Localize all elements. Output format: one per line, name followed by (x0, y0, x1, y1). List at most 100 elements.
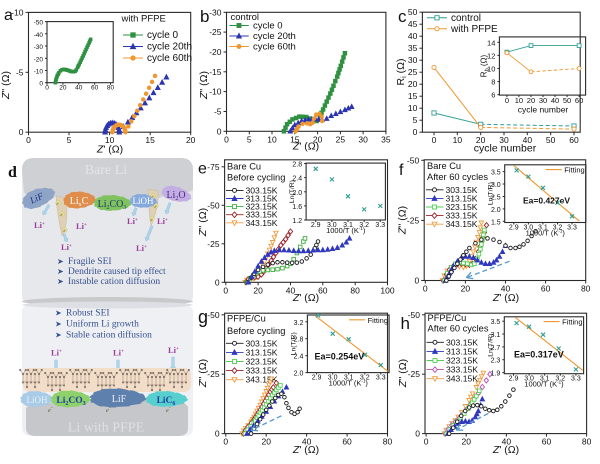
svg-text:Z' (Ω): Z' (Ω) (292, 141, 319, 153)
svg-text:313.15K: 313.15K (246, 347, 278, 357)
svg-text:e: e (152, 195, 155, 200)
svg-text:After 60 cycles: After 60 cycles (427, 172, 488, 182)
svg-text:20: 20 (476, 135, 486, 145)
svg-text:3.2: 3.2 (553, 225, 563, 232)
svg-text:30: 30 (358, 134, 368, 144)
svg-text:333.15K: 333.15K (246, 366, 278, 376)
svg-text:Li+: Li+ (61, 242, 72, 252)
svg-text:-30: -30 (209, 7, 222, 17)
svg-text:Ea=0.254eV: Ea=0.254eV (315, 352, 365, 362)
svg-text:-50: -50 (408, 310, 421, 320)
svg-text:Z' (Ω): Z' (Ω) (492, 444, 519, 456)
svg-text:30: 30 (408, 55, 418, 65)
svg-text:35: 35 (381, 134, 391, 144)
svg-text:Bare Cu: Bare Cu (227, 162, 261, 172)
svg-text:Li+: Li+ (113, 348, 124, 358)
svg-text:-50: -50 (34, 20, 44, 27)
svg-text:323.15K: 323.15K (446, 356, 478, 366)
svg-text:LiF: LiF (112, 394, 127, 405)
svg-text:-40: -40 (34, 32, 44, 39)
svg-text:e: e (151, 218, 154, 223)
svg-text:cycle 20th: cycle 20th (147, 42, 192, 53)
svg-text:Ln(T/R): Ln(T/R) (487, 334, 494, 357)
svg-text:323.15K: 323.15K (446, 202, 478, 212)
svg-text:3.1: 3.1 (343, 222, 353, 229)
svg-text:Fitting: Fitting (368, 316, 388, 325)
svg-text:e: e (166, 408, 169, 414)
svg-text:Dendrite caused tip effect: Dendrite caused tip effect (68, 266, 166, 277)
svg-text:Li2CO3: Li2CO3 (56, 396, 85, 407)
svg-text:303.15K: 303.15K (446, 185, 478, 195)
svg-text:Li+: Li+ (127, 216, 138, 226)
svg-text:0: 0 (217, 126, 222, 136)
svg-text:20: 20 (313, 134, 323, 144)
svg-text:LiC6: LiC6 (157, 396, 176, 407)
svg-text:f: f (399, 162, 404, 179)
svg-text:40: 40 (523, 135, 533, 145)
svg-text:with PFPE: with PFPE (450, 24, 498, 35)
svg-text:1.5: 1.5 (491, 219, 501, 226)
svg-text:40: 40 (286, 285, 296, 295)
svg-text:Z'' (Ω): Z'' (Ω) (397, 206, 409, 235)
svg-text:PFPE/Cu: PFPE/Cu (428, 313, 467, 323)
svg-text:Ln(T/R): Ln(T/R) (488, 182, 495, 205)
svg-text:2.8: 2.8 (292, 162, 302, 169)
svg-text:50: 50 (563, 96, 571, 105)
svg-text:1.2: 1.2 (292, 218, 302, 225)
svg-text:Stable cation diffusion: Stable cation diffusion (66, 330, 152, 341)
svg-text:2.9: 2.9 (509, 376, 519, 383)
svg-text:-: - (51, 405, 53, 411)
svg-text:8: 8 (491, 78, 495, 87)
svg-text:10: 10 (267, 134, 277, 144)
svg-text:-10: -10 (209, 87, 222, 97)
svg-text:Li+: Li+ (76, 221, 87, 231)
svg-text:h: h (401, 314, 410, 333)
svg-text:60: 60 (542, 437, 552, 447)
svg-text:80: 80 (107, 85, 115, 92)
svg-text:0: 0 (215, 277, 220, 287)
svg-text:Z" (Ω): Z" (Ω) (0, 71, 12, 100)
svg-text:0: 0 (424, 437, 429, 447)
svg-text:313.15K: 313.15K (446, 193, 478, 203)
svg-text:6: 6 (491, 91, 495, 100)
svg-text:Before cycling: Before cycling (227, 326, 285, 336)
svg-text:15: 15 (408, 91, 418, 101)
svg-text:0: 0 (223, 437, 228, 447)
svg-text:-10: -10 (11, 7, 24, 17)
svg-text:1000/T (K-1): 1000/T (K-1) (524, 380, 564, 389)
svg-text:-5: -5 (214, 106, 222, 116)
svg-text:control: control (231, 12, 260, 23)
svg-text:20: 20 (59, 85, 67, 92)
svg-text:0: 0 (223, 285, 228, 295)
svg-text:2.0: 2.0 (491, 207, 501, 214)
svg-text:e: e (57, 202, 60, 207)
svg-text:g: g (198, 307, 208, 327)
svg-text:5: 5 (413, 115, 418, 125)
svg-text:➤: ➤ (57, 257, 64, 266)
svg-text:Before cycling: Before cycling (227, 173, 285, 183)
svg-text:e: e (106, 408, 109, 414)
svg-text:10: 10 (515, 96, 523, 105)
svg-text:Fitting: Fitting (562, 318, 582, 327)
svg-text:Fragile SEI: Fragile SEI (68, 257, 112, 267)
svg-text:b: b (200, 7, 209, 26)
svg-text:Ln(T/R): Ln(T/R) (289, 180, 296, 203)
svg-text:15: 15 (145, 135, 155, 145)
svg-text:303.15K: 303.15K (446, 337, 478, 347)
svg-text:cycle 20th: cycle 20th (253, 31, 296, 42)
svg-text:40: 40 (408, 31, 418, 41)
svg-text:0: 0 (19, 127, 24, 137)
svg-text:80: 80 (581, 284, 591, 294)
svg-text:20: 20 (408, 79, 418, 89)
svg-text:343.15K: 343.15K (446, 219, 478, 229)
svg-text:20: 20 (186, 135, 196, 145)
svg-text:0: 0 (26, 135, 31, 145)
svg-text:1.9: 1.9 (491, 371, 501, 378)
svg-text:323.15K: 323.15K (246, 357, 278, 367)
svg-text:Li2CO3: Li2CO3 (98, 199, 127, 211)
svg-text:2.7: 2.7 (491, 345, 501, 352)
svg-text:20: 20 (527, 96, 535, 105)
svg-text:➤: ➤ (55, 320, 62, 329)
svg-text:2.0: 2.0 (292, 190, 302, 197)
svg-text:Ri (Ω): Ri (Ω) (395, 59, 408, 86)
